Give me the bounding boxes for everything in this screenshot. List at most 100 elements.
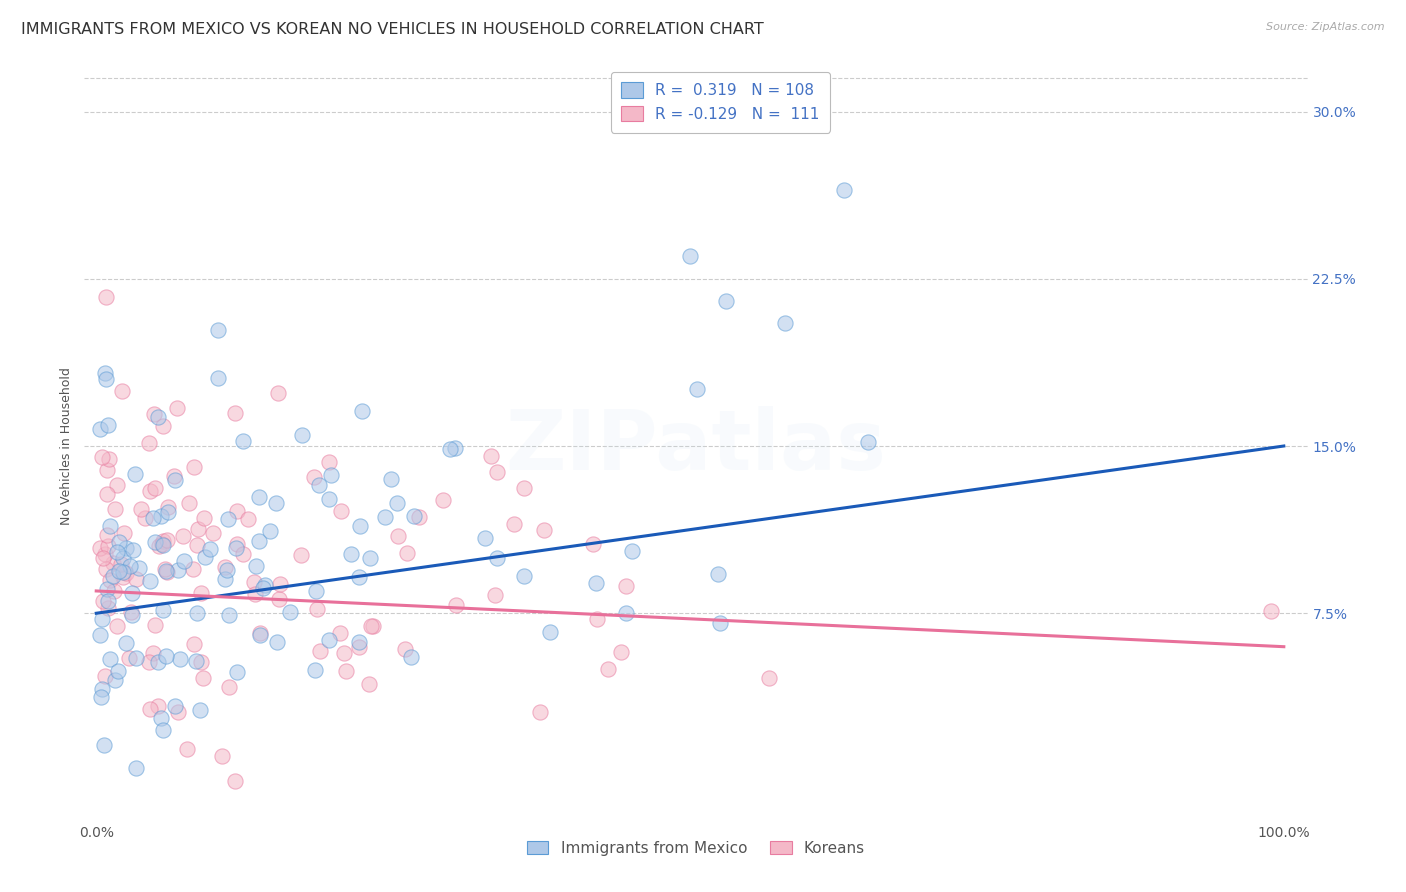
Point — [269, 592, 291, 607]
Point — [128, 561, 150, 575]
Point — [347, 635, 370, 649]
Point — [96, 582, 118, 596]
Point — [443, 441, 465, 455]
Point — [308, 478, 330, 492]
Point — [399, 650, 422, 665]
Point — [218, 607, 240, 622]
Point — [387, 529, 409, 543]
Point — [104, 502, 127, 516]
Point — [193, 672, 215, 686]
Point — [474, 531, 496, 545]
Point — [347, 640, 370, 655]
Point — [112, 565, 135, 579]
Point — [89, 628, 111, 642]
Point — [103, 584, 125, 599]
Point — [232, 547, 254, 561]
Point — [318, 491, 340, 506]
Point — [249, 628, 271, 642]
Point — [97, 594, 120, 608]
Point — [211, 748, 233, 763]
Point — [621, 543, 644, 558]
Text: IMMIGRANTS FROM MEXICO VS KOREAN NO VEHICLES IN HOUSEHOLD CORRELATION CHART: IMMIGRANTS FROM MEXICO VS KOREAN NO VEHI… — [21, 22, 763, 37]
Point — [616, 579, 638, 593]
Point — [207, 323, 229, 337]
Point — [335, 665, 357, 679]
Point — [679, 250, 702, 264]
Point — [94, 372, 117, 386]
Point — [357, 676, 380, 690]
Point — [305, 602, 328, 616]
Point — [503, 517, 526, 532]
Text: ZIPatlas: ZIPatlas — [506, 406, 886, 486]
Point — [290, 548, 312, 562]
Point — [394, 642, 416, 657]
Point — [396, 546, 419, 560]
Point — [512, 481, 534, 495]
Point — [266, 496, 288, 510]
Point — [93, 738, 115, 752]
Point — [121, 543, 143, 558]
Point — [97, 539, 120, 553]
Point — [340, 547, 363, 561]
Point — [585, 612, 607, 626]
Point — [143, 534, 166, 549]
Point — [107, 478, 129, 492]
Point — [513, 569, 536, 583]
Point — [404, 509, 426, 524]
Point — [153, 562, 176, 576]
Point — [118, 559, 141, 574]
Point — [115, 541, 138, 555]
Point — [156, 533, 179, 548]
Point — [111, 551, 134, 566]
Point — [169, 652, 191, 666]
Point — [266, 635, 288, 649]
Point — [166, 401, 188, 416]
Point — [202, 525, 225, 540]
Point — [90, 612, 112, 626]
Point — [110, 557, 132, 571]
Point — [163, 469, 186, 483]
Point — [111, 569, 134, 583]
Point — [834, 183, 856, 197]
Point — [387, 496, 409, 510]
Point — [408, 510, 430, 524]
Point — [207, 371, 229, 385]
Text: Source: ZipAtlas.com: Source: ZipAtlas.com — [1267, 22, 1385, 32]
Point — [193, 511, 215, 525]
Point — [105, 619, 128, 633]
Point — [225, 537, 247, 551]
Point — [225, 541, 247, 555]
Point — [139, 483, 162, 498]
Point — [1260, 604, 1282, 618]
Point — [304, 663, 326, 677]
Point — [139, 702, 162, 716]
Point — [152, 418, 174, 433]
Point — [134, 510, 156, 524]
Point — [172, 529, 194, 543]
Point — [686, 382, 709, 396]
Point — [302, 469, 325, 483]
Point — [439, 442, 461, 456]
Point — [707, 566, 730, 581]
Point — [138, 655, 160, 669]
Point — [304, 583, 326, 598]
Point — [198, 541, 221, 556]
Point — [150, 537, 173, 551]
Point — [146, 655, 169, 669]
Point — [446, 598, 468, 612]
Point — [121, 607, 143, 622]
Point — [186, 607, 208, 621]
Point — [380, 472, 402, 486]
Point — [115, 636, 138, 650]
Point — [112, 525, 135, 540]
Point — [252, 581, 274, 595]
Point — [187, 523, 209, 537]
Point — [709, 615, 731, 630]
Point — [538, 624, 561, 639]
Point — [714, 294, 737, 309]
Point — [124, 467, 146, 481]
Point — [347, 570, 370, 584]
Point — [100, 573, 122, 587]
Point — [243, 587, 266, 601]
Point — [184, 653, 207, 667]
